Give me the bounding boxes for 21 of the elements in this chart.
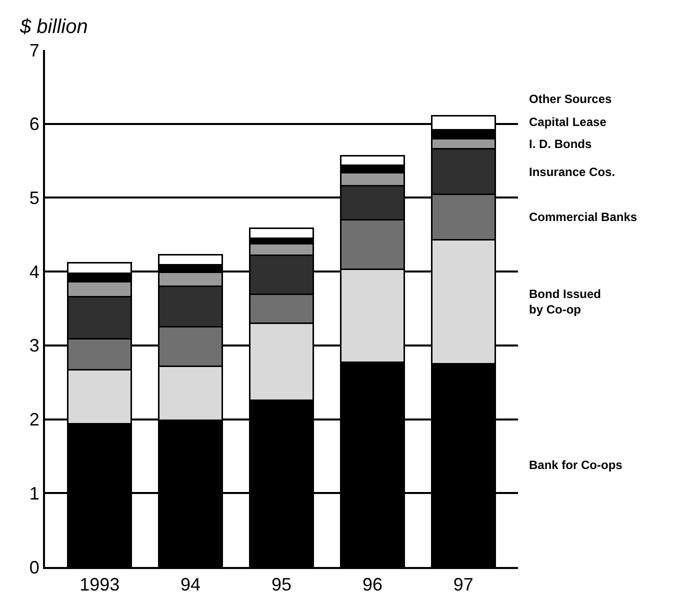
x-tick-label: 95 (271, 574, 292, 595)
y-tick-label: 6 (29, 114, 40, 134)
y-tick-label: 3 (29, 336, 40, 356)
text: Commercial Banks (529, 210, 638, 224)
text: Bond Issued by Co-op (529, 287, 602, 317)
text: Insurance Cos. (529, 165, 616, 179)
text: Capital Lease (529, 115, 607, 129)
x-tick-label: 1993 (80, 574, 120, 595)
y-tick-label: 2 (29, 410, 40, 430)
x-tick-label: 96 (362, 574, 382, 595)
y-tick-label: 0 (29, 557, 40, 578)
y-tick-label: 4 (29, 262, 40, 282)
y-tick-label: 7 (29, 40, 40, 60)
y-tick-label: 1 (29, 483, 40, 504)
text: Other Sources (529, 92, 612, 106)
y-axis-title: $ billion (19, 16, 88, 38)
text: I. D. Bonds (529, 137, 592, 151)
y-tick-label: 5 (29, 188, 40, 208)
x-tick-label: 97 (453, 574, 474, 595)
x-tick-label: 94 (180, 574, 201, 595)
text: Bank for Co-ops (529, 458, 623, 472)
